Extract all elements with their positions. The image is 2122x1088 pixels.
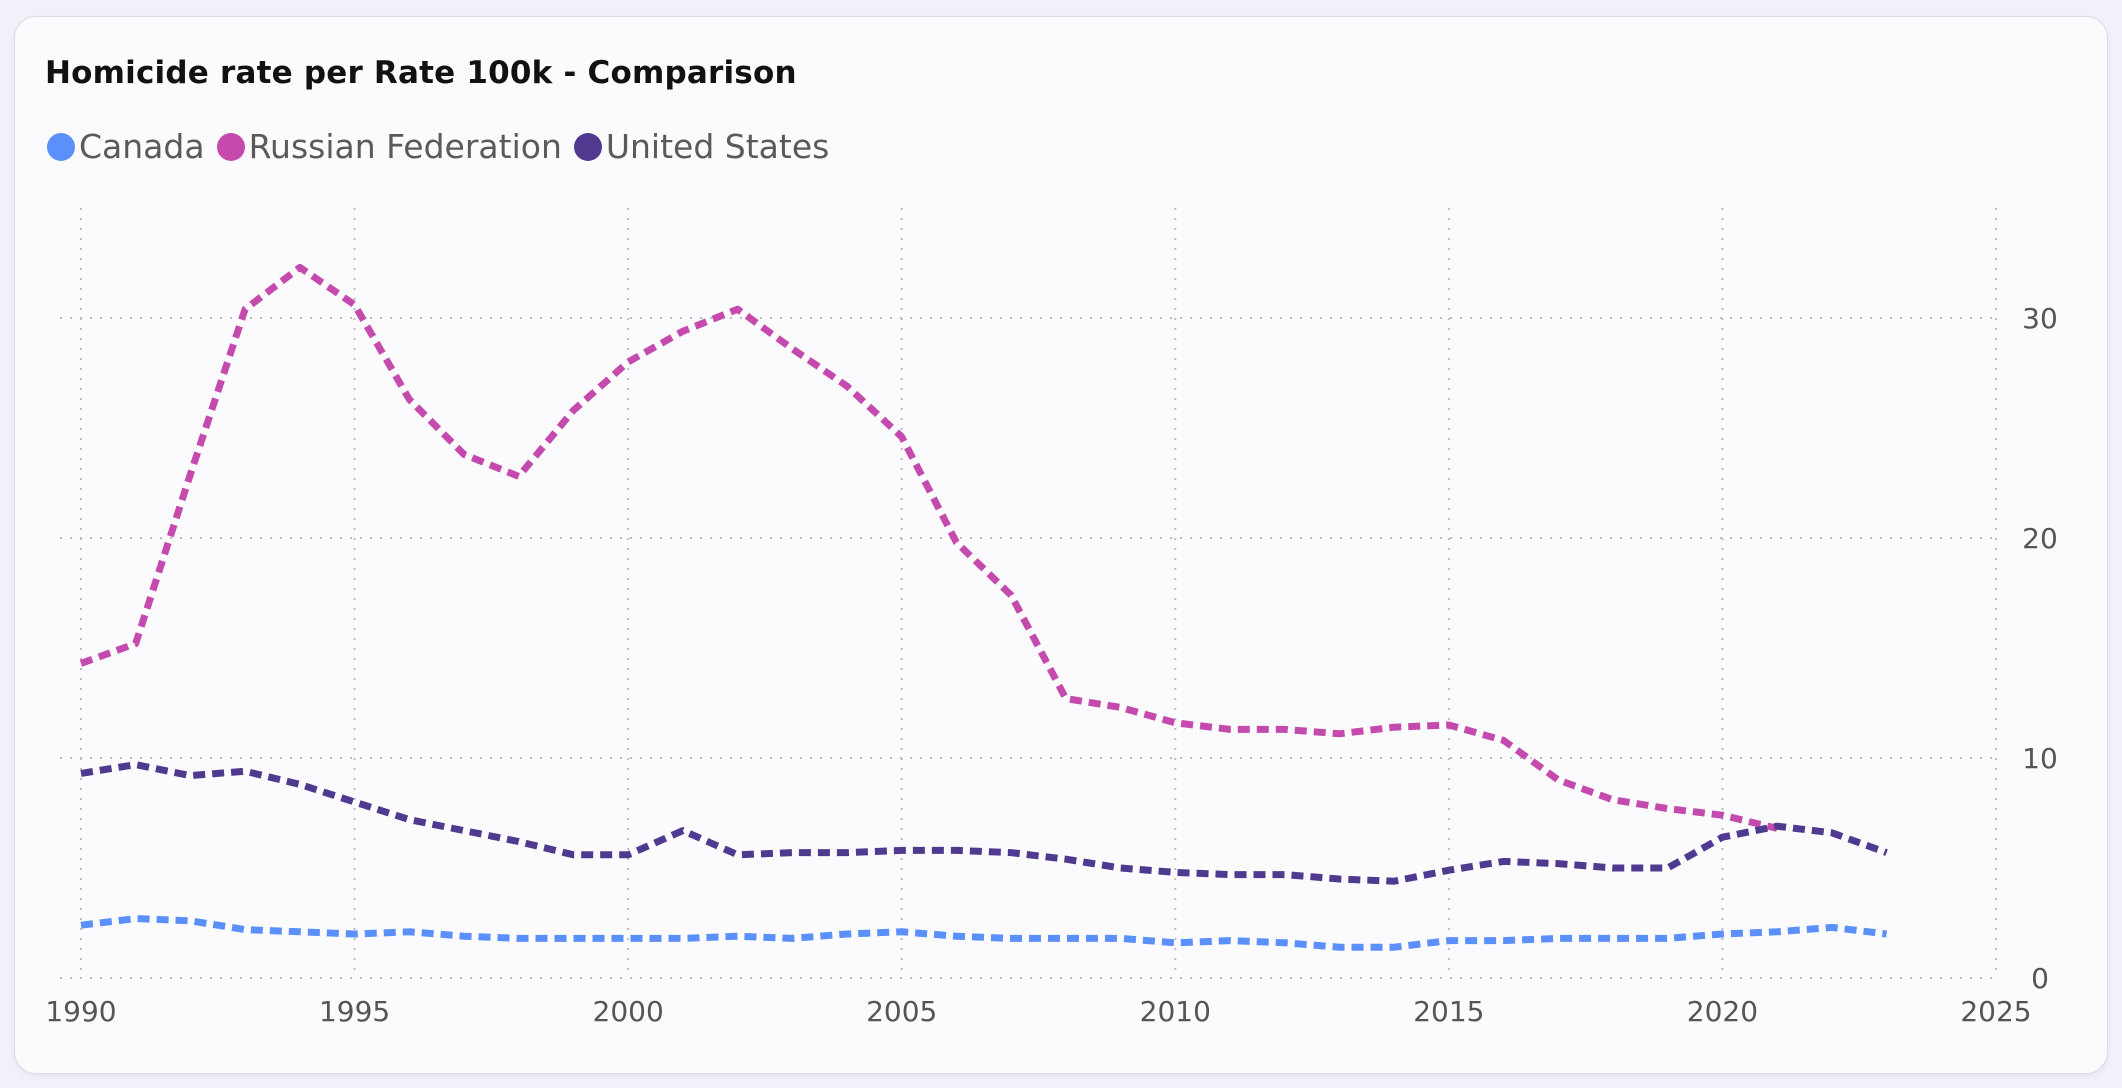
grid-layer [60,208,2000,979]
series-line-russian-federation[interactable] [79,263,1778,832]
chart-title: Homicide rate per Rate 100k - Comparison [45,55,797,91]
x-tick-label: 2015 [1413,995,1484,1028]
y-tick-label: 30 [2022,302,2058,335]
x-tick-label: 1990 [45,995,116,1028]
x-tick-label: 2020 [1687,995,1758,1028]
x-tick-label: 1995 [319,995,390,1028]
series-line-united-states[interactable] [80,761,1888,885]
legend-label-united-states: United States [605,127,830,166]
chart-legend: Canada Russian Federation United States [47,127,841,166]
chart-card: Homicide rate per Rate 100k - Comparison… [14,16,2108,1074]
y-tick-label: 10 [2022,742,2058,775]
x-tick-label: 2025 [1960,995,2031,1028]
series-line-canada[interactable] [80,915,1888,951]
legend-item-united-states[interactable]: United States [573,127,830,166]
legend-label-russian-federation: Russian Federation [248,127,562,166]
x-tick-label: 2005 [866,995,937,1028]
legend-label-canada: Canada [79,127,205,166]
y-axis-ticks: 0 10 20 30 [2022,302,2058,995]
x-axis-ticks: 1990 1995 2000 2005 2010 2015 2020 2025 [45,995,2031,1028]
x-tick-label: 2010 [1140,995,1211,1028]
legend-dot-canada [47,132,75,161]
legend-dot-united-states [573,132,602,161]
y-tick-label: 0 [2031,962,2049,995]
x-tick-label: 2000 [593,995,664,1028]
legend-dot-russian-federation [216,132,245,161]
legend-item-canada[interactable]: Canada [47,127,205,166]
series-layer [79,263,1888,951]
legend-item-russian-federation[interactable]: Russian Federation [216,127,562,166]
y-tick-label: 20 [2022,522,2058,555]
